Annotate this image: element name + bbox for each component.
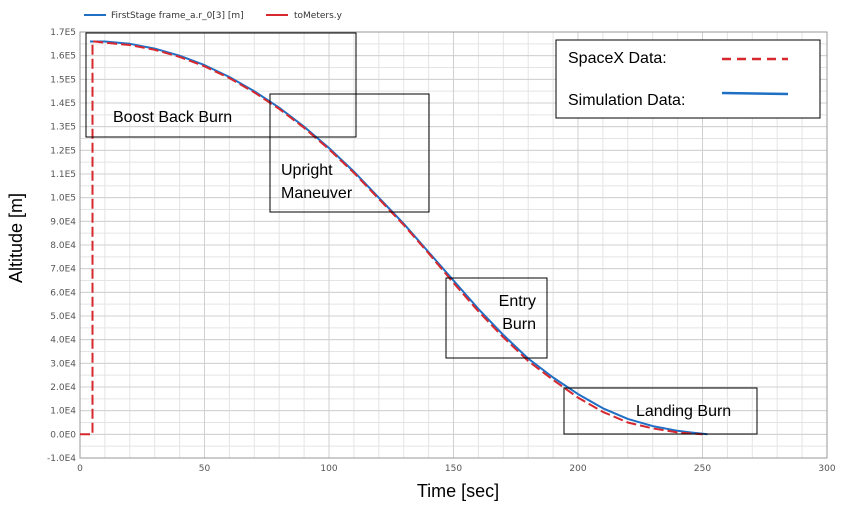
legend-frame xyxy=(555,39,821,119)
legend-label-spacex: SpaceX Data: xyxy=(568,50,667,67)
annotation-upright-maneuver: Upright Maneuver xyxy=(269,93,430,213)
y-axis-title: Altitude [m] xyxy=(6,193,26,283)
y-tick-label: 1.2E5 xyxy=(50,146,76,156)
annotation-label: Entry xyxy=(499,293,536,310)
x-tick-label: 100 xyxy=(320,464,337,474)
x-tick-label: 0 xyxy=(77,464,83,474)
y-tick-label: 7.0E4 xyxy=(50,265,76,275)
annotation-landing-burn: Landing Burn xyxy=(563,387,758,435)
annotation-label: Boost Back Burn xyxy=(113,109,232,126)
x-axis-title: Time [sec] xyxy=(417,481,499,501)
y-tick-label: 1.0E4 xyxy=(50,407,76,417)
legend-label-simulation: Simulation Data: xyxy=(568,92,685,109)
y-tick-label: 1.3E5 xyxy=(50,123,76,133)
y-tick-label: 5.0E4 xyxy=(50,312,76,322)
y-tick-label: 1.0E5 xyxy=(50,194,76,204)
y-tick-label: 0.0E0 xyxy=(50,430,76,440)
legend-box: SpaceX Data: Simulation Data: xyxy=(555,39,821,119)
x-tick-label: 200 xyxy=(569,464,586,474)
x-tick-label: 150 xyxy=(445,464,462,474)
annotations: Boost Back Burn Upright Maneuver Entry Burn L… xyxy=(85,32,758,435)
x-tick-label: 250 xyxy=(694,464,711,474)
y-tick-label: 1.4E5 xyxy=(50,99,76,109)
top-legend: FirstStage frame_a.r_0[3] [m] toMeters.y xyxy=(84,11,343,21)
annotation-box xyxy=(269,93,430,213)
y-tick-label: 3.0E4 xyxy=(50,359,76,369)
annotation-boost-back-burn: Boost Back Burn xyxy=(85,32,357,138)
series xyxy=(80,40,708,436)
y-tick-label: 6.0E4 xyxy=(50,288,76,298)
annotation-box xyxy=(445,277,548,359)
annotation-label: Upright xyxy=(281,162,333,179)
legend-swatch-simulation xyxy=(721,91,789,96)
axes: 0 50 100 150 200 250 300 -1.0E4 0.0E0 1.0E4 2.0E4 3… xyxy=(47,28,836,474)
y-tick-label: 1.7E5 xyxy=(50,28,76,38)
y-tick-label: 1.1E5 xyxy=(50,170,76,180)
y-tick-label: 9.0E4 xyxy=(50,217,76,227)
y-tick-label: 2.0E4 xyxy=(50,383,76,393)
y-tick-label: 1.5E5 xyxy=(50,75,76,85)
annotation-box xyxy=(85,32,357,138)
annotation-label: Burn xyxy=(502,316,536,333)
annotation-box xyxy=(563,387,758,435)
x-tick-label: 50 xyxy=(199,464,211,474)
x-tick-label: 300 xyxy=(818,464,835,474)
y-tick-label: -1.0E4 xyxy=(47,454,76,464)
series-line-spacex xyxy=(80,40,703,436)
annotation-label: Landing Burn xyxy=(636,403,731,420)
top-legend-label-sim: FirstStage frame_a.r_0[3] [m] xyxy=(111,11,244,21)
y-tick-label: 8.0E4 xyxy=(50,241,76,251)
annotation-entry-burn: Entry Burn xyxy=(445,277,548,359)
y-tick-label: 4.0E4 xyxy=(50,336,76,346)
annotation-label: Maneuver xyxy=(281,185,353,202)
plot-frame xyxy=(79,31,828,459)
top-legend-label-spacex: toMeters.y xyxy=(294,11,343,21)
y-tick-label: 1.6E5 xyxy=(50,52,76,62)
